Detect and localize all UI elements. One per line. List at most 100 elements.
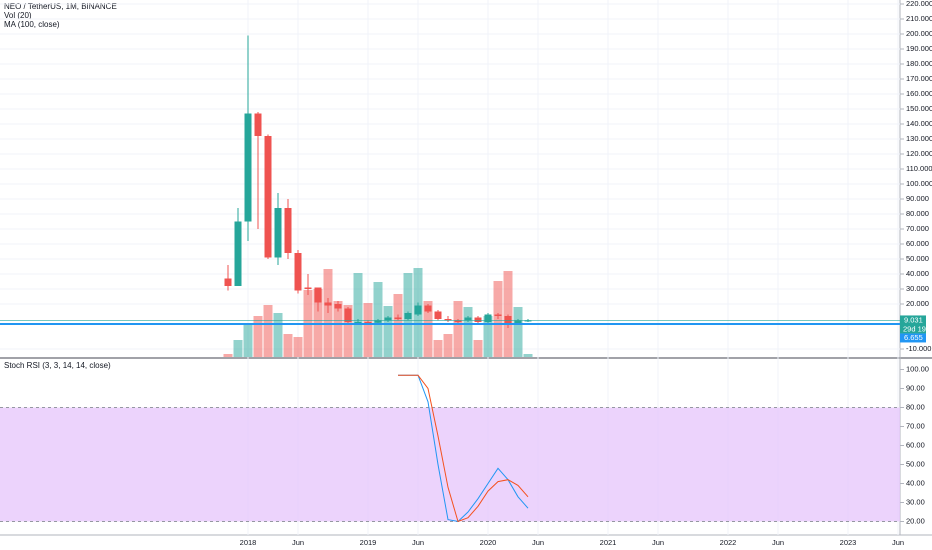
x-tick-label: Jun [412,538,424,547]
y-tick-label: 30.000 [906,284,929,293]
oversold-band [0,407,900,522]
candle-body [244,113,252,222]
y-tick-label: 40.00 [906,478,925,487]
y-tick-label: 30.00 [906,497,925,506]
candle-body [264,136,272,258]
stoch-line [398,374,529,523]
volume-bar [223,354,233,357]
x-tick-label: Jun [892,538,904,547]
candle-body [444,319,452,321]
volume-bar [263,305,273,357]
y-tick-label: 100.000 [906,179,932,188]
candle-body [274,208,282,258]
volume-bar [333,301,343,357]
last-price-label: 9.031 [904,315,923,324]
candle-body [284,208,292,253]
candle-body [254,113,262,136]
x-tick-label: Jun [292,538,304,547]
y-tick-label: -10.000 [906,344,931,353]
y-tick-label: 220.000 [906,0,932,8]
x-tick-label: 2022 [720,538,737,547]
candle-body [354,322,362,323]
candle-body [344,308,352,322]
x-tick-label: 2021 [600,538,617,547]
candle-body [474,317,482,322]
candle-body [504,316,512,324]
volume-bar [383,306,393,357]
volume-legend[interactable]: Vol (20) [4,11,32,20]
candle-body [304,287,312,289]
x-tick-label: Jun [532,538,544,547]
y-tick-label: 50.000 [906,254,929,263]
candle-body [454,320,462,322]
symbol-title[interactable]: NEO / TetherUS, 1M, BINANCE [4,2,117,11]
volume-bar [293,337,303,357]
candle-body [434,311,442,319]
volume-bar [453,301,463,357]
volume-bar [503,271,513,357]
volume-bar [433,340,443,357]
x-tick-label: 2019 [360,538,377,547]
candle-body [294,253,302,291]
volume-bar [513,307,523,357]
y-tick-label: 90.000 [906,194,929,203]
x-tick-label: 2023 [840,538,857,547]
candle-body [494,314,502,316]
y-tick-label: 200.000 [906,29,932,38]
volume-bar [313,289,323,357]
volume-bar [363,303,373,357]
y-tick-label: 20.00 [906,516,925,525]
volume-bar [253,316,263,357]
x-tick-label: 2018 [240,538,257,547]
y-tick-label: 180.000 [906,59,932,68]
candle-body [224,278,232,286]
y-tick-label: 210.000 [906,14,932,23]
ma-legend[interactable]: MA (100, close) [4,20,60,29]
volume-bar [523,354,533,357]
volume-bar [463,307,473,357]
volume-bar [423,301,433,357]
y-tick-label: 60.00 [906,440,925,449]
volume-bar [233,340,243,357]
volume-bar [483,316,493,357]
y-tick-label: 20.000 [906,299,929,308]
stoch-line [398,374,529,523]
y-tick-label: 140.000 [906,119,932,128]
stoch-legend[interactable]: Stoch RSI (3, 3, 14, 14, close) [4,361,111,370]
last-price-box [900,315,926,334]
candle-body [414,305,422,315]
volume-bar [283,334,293,357]
y-tick-label: 90.00 [906,383,925,392]
candle-body [464,317,472,321]
x-tick-label: 2020 [480,538,497,547]
candle-body [314,287,322,303]
y-tick-label: 160.000 [906,89,932,98]
y-tick-label: 170.000 [906,74,932,83]
candle-body [374,320,382,323]
x-tick-label: Jun [652,538,664,547]
candle-body [334,304,342,309]
ma-box [900,333,926,343]
y-tick-label: 150.000 [906,104,932,113]
candle-body [384,317,392,321]
y-tick-label: 60.000 [906,239,929,248]
candle-body [394,317,402,319]
y-tick-label: 120.000 [906,149,932,158]
volume-bar [393,294,403,357]
y-tick-label: 70.00 [906,421,925,430]
y-tick-label: 100.00 [906,364,929,373]
candle-body [234,221,242,286]
volume-bar [353,273,363,357]
y-tick-label: 80.00 [906,402,925,411]
volume-bar [343,305,353,357]
y-tick-label: 130.000 [906,134,932,143]
volume-bar [273,313,283,357]
candle-body [484,314,492,322]
volume-bar [243,325,253,357]
y-tick-label: 190.000 [906,44,932,53]
y-tick-label: 80.000 [906,209,929,218]
y-tick-label: 110.000 [906,164,932,173]
countdown-label: 29d 19h [903,324,930,333]
volume-bar [473,340,483,357]
